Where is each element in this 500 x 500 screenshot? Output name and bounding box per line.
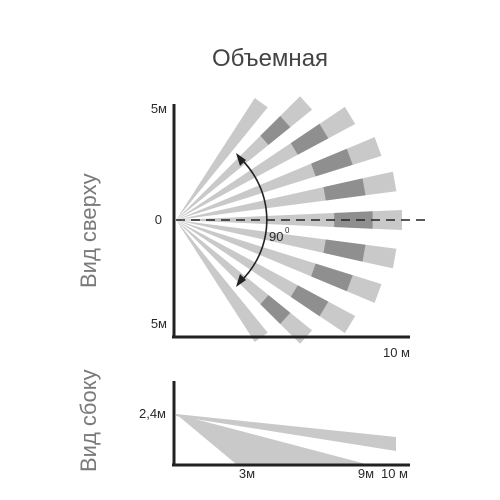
angle-arrow-bottom [236,274,246,287]
x-tick-end: 10 м [383,345,410,360]
y-tick-top: 5м [151,101,167,116]
x-tick-9m: 9м [358,466,374,481]
side-view-label: Вид сбоку [76,369,101,472]
beam-8-zone [311,263,353,292]
angle-degree-sign: 0 [285,226,290,235]
height-label: 2,4м [139,406,166,421]
side-x-tick-end: 10 м [381,466,408,481]
beam-1 [176,98,268,220]
angle-arc [240,158,268,282]
y-tick-zero: 0 [155,212,162,227]
angle-value: 90 [269,229,283,244]
beam-11 [176,220,268,342]
diagram-title: Объемная [212,45,328,72]
beam-9-zone [290,285,329,317]
x-tick-3m: 3м [239,466,255,481]
beam-5-zone [323,178,366,201]
angle-arrow-top [236,153,246,166]
side-beam-near [176,414,366,464]
side-view-beams [176,414,396,464]
beam-2-zone [260,116,291,145]
top-view-beam-fan [176,96,402,344]
top-view-label: Вид сверху [76,173,101,288]
beam-3-zone [290,123,329,155]
beam-10-zone [260,295,291,324]
beam-4-zone [311,148,353,177]
y-tick-bottom: 5м [151,316,167,331]
beam-7-zone [323,239,366,262]
side-beam-far [176,414,396,451]
beam-6-zone [334,211,373,229]
